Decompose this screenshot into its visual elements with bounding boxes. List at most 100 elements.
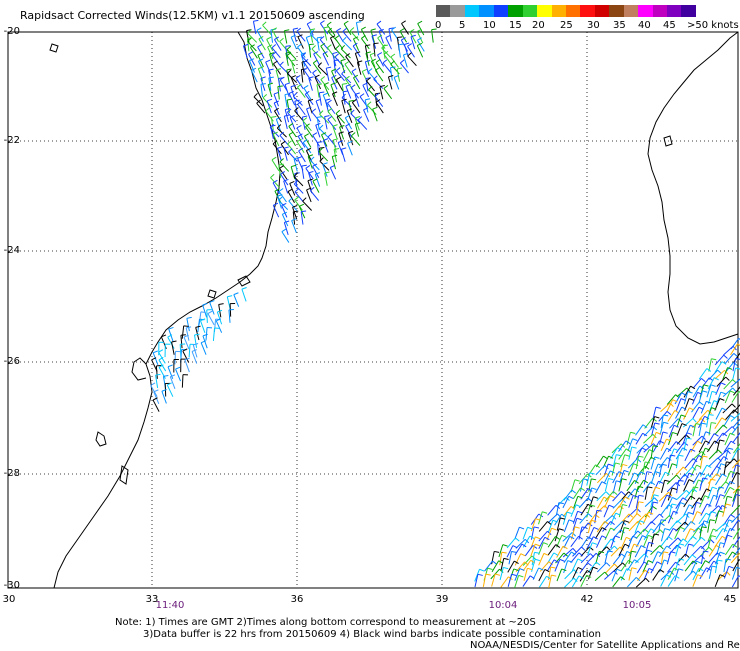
wind-barb [358, 120, 367, 130]
wind-barb-flag [543, 543, 548, 545]
wind-barb [325, 117, 328, 130]
wind-barb-flag [343, 28, 347, 31]
wind-barb [596, 482, 602, 493]
wind-barb-flag [696, 424, 701, 425]
wind-barb-flag [303, 140, 307, 143]
wind-barb-flag [720, 399, 725, 401]
wind-barb-flag [688, 392, 693, 393]
wind-barb-flag [306, 36, 311, 38]
wind-barb-flag [287, 99, 292, 100]
wind-barb-flag [647, 472, 652, 473]
wind-barb-flag [709, 547, 713, 550]
wind-barb [368, 72, 377, 82]
wind-barb-flag [602, 482, 606, 484]
wind-barb [187, 318, 190, 331]
wind-barb [651, 546, 660, 555]
wind-barb-flag [653, 502, 658, 503]
wind-barb-flag [696, 502, 701, 503]
wind-barb-flag [573, 548, 576, 552]
wind-barb-flag [280, 62, 284, 66]
wind-barb [330, 38, 335, 50]
wind-barb-flag [624, 470, 629, 472]
wind-barb-flag [408, 53, 412, 56]
wind-barb [291, 61, 294, 74]
wind-barb-flag [336, 45, 340, 48]
wind-barb-flag [486, 574, 491, 575]
wind-barb-flag [534, 527, 539, 528]
wind-barb-flag [701, 537, 705, 540]
wind-barb-flag [701, 378, 705, 381]
wind-barb-flag [184, 326, 189, 327]
wind-barb [685, 449, 691, 461]
wind-barb-flag [313, 70, 317, 73]
wind-barb-flag [535, 537, 540, 539]
wind-barb [668, 511, 673, 523]
wind-barb-flag [680, 527, 685, 529]
wind-barb-flag [727, 572, 730, 576]
wind-barb [613, 554, 621, 564]
lake-outline [208, 290, 216, 298]
wind-barb-flag [248, 52, 252, 54]
wind-barb-flag [261, 84, 266, 85]
wind-barb [375, 70, 382, 81]
wind-barb-flag [624, 528, 629, 529]
wind-barb-flag [295, 197, 299, 200]
wind-barb-flag [720, 440, 725, 441]
wind-barb-flag [247, 38, 252, 39]
wind-barb-flag [267, 37, 271, 39]
wind-barb [316, 125, 320, 137]
wind-barb-flag [289, 123, 293, 126]
wind-barb-flag [502, 552, 507, 553]
wind-barb-flag [647, 550, 652, 551]
wind-barb-flag [374, 43, 379, 44]
wind-barb [613, 577, 621, 587]
wind-barb [667, 475, 676, 484]
wind-barb [229, 310, 230, 323]
wind-barb-flag [646, 578, 649, 582]
wind-barb-flag [689, 408, 693, 410]
wind-barb [284, 31, 286, 44]
wind-barb-flag [361, 27, 365, 29]
wind-barb-flag [351, 85, 355, 88]
wind-barb [301, 69, 302, 82]
wind-barb-flag [285, 108, 290, 109]
wind-barb-flag [360, 94, 364, 97]
wind-barb [390, 68, 392, 81]
note-line: Note: 1) Times are GMT 2)Times along bot… [115, 617, 601, 629]
wind-barb [316, 101, 320, 113]
wind-barb [715, 355, 724, 365]
wind-barb-flag [377, 21, 381, 24]
wind-barb-flag [400, 29, 404, 32]
map-frame [8, 32, 738, 588]
wind-barb-flag [648, 535, 653, 537]
wind-barb-flag [391, 61, 395, 64]
wind-barb [725, 471, 730, 483]
wind-barb [675, 393, 682, 404]
wind-barb [272, 160, 279, 171]
wind-barb-flag [313, 164, 317, 166]
wind-barb-flag [304, 85, 308, 88]
wind-barb [539, 553, 544, 565]
wind-barb-flag [271, 117, 276, 118]
wind-barb-flag [662, 464, 667, 465]
wind-barb-flag [581, 547, 585, 550]
wind-barb [708, 458, 717, 467]
wind-barb [323, 54, 329, 66]
wind-barb-flag [596, 562, 600, 565]
wind-barb-flag [648, 560, 653, 562]
wind-barb-flag [285, 83, 290, 85]
wind-barb [724, 462, 726, 475]
wind-barb [725, 410, 734, 420]
wind-barb [605, 551, 608, 564]
wind-barb-flag [655, 457, 660, 458]
wind-barb-flag [689, 544, 694, 545]
wind-barb-flag [521, 554, 526, 556]
wind-barb-flag [313, 133, 317, 136]
wind-barb [555, 529, 559, 541]
wind-barb-flag [317, 37, 322, 38]
wind-barb [596, 465, 605, 475]
wind-barb-flag [281, 171, 285, 174]
wind-barb-flag [552, 528, 557, 530]
wind-barb [399, 45, 401, 58]
